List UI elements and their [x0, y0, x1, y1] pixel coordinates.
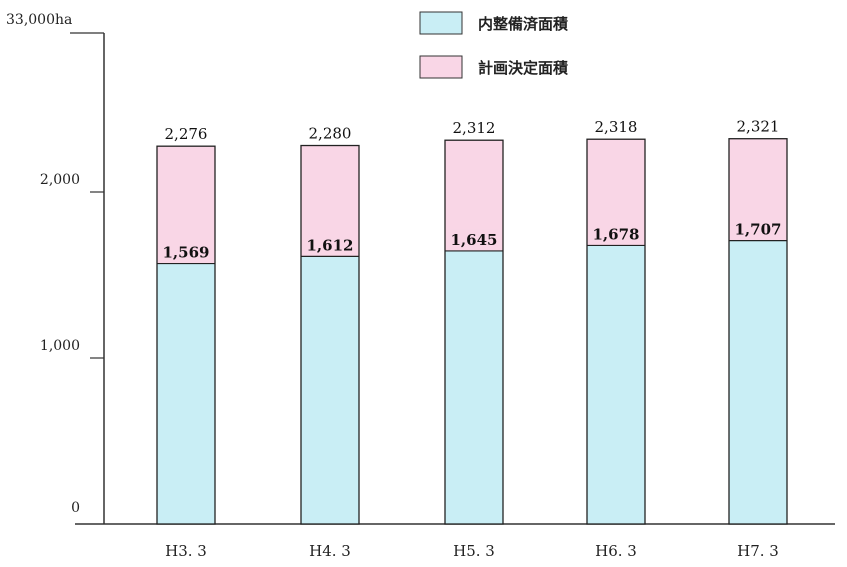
bar-inner-label: 1,707 [735, 221, 782, 239]
legend-label-planned: 計画決定面積 [478, 59, 569, 77]
inner-label-box [734, 219, 782, 240]
legend-swatch-planned [419, 55, 463, 79]
x-category-label: H3. 3 [165, 542, 207, 560]
bar-outline [300, 144, 360, 525]
bar-total-label: 2,312 [453, 119, 496, 137]
x-category-label: H7. 3 [737, 542, 779, 560]
bar-total-label: 2,321 [737, 118, 780, 136]
bar-segment-completed [445, 250, 503, 524]
y-tick-label: 0 [71, 500, 80, 516]
bar-inner-label: 1,612 [307, 236, 354, 254]
y-ticks: 0 1,000 2,000 [40, 172, 104, 516]
x-category-label: H6. 3 [595, 542, 637, 560]
bar-inner-label: 1,569 [163, 244, 210, 262]
bar-outline [586, 138, 646, 525]
bar-total-label: 2,276 [165, 125, 208, 143]
bar-segment-completed [157, 263, 215, 524]
y-tick-label: 1,000 [40, 338, 80, 354]
bar-segment-completed [729, 240, 787, 524]
legend-swatch-completed [419, 11, 463, 35]
legend-label-completed: 内整備済面積 [478, 15, 569, 33]
y-axis-top-label: 33,000ha [6, 12, 72, 28]
bar-outline [444, 139, 504, 525]
bar-total-label: 2,280 [309, 125, 352, 143]
bar-total-label: 2,318 [595, 118, 638, 136]
bar-outline [156, 145, 216, 525]
bar-segment-completed [587, 245, 645, 524]
inner-label-box [162, 242, 210, 263]
bar-outline [728, 138, 788, 525]
bars: 2,276 1,569 H3. 3 2,280 1,612 H4. 3 2,312 1,645… [156, 118, 788, 560]
inner-label-box [592, 224, 640, 245]
y-tick-label: 2,000 [40, 172, 80, 188]
bar-inner-label: 1,645 [451, 231, 498, 249]
bar-inner-label: 1,678 [593, 225, 640, 243]
bar-segment-completed [301, 256, 359, 524]
inner-label-box [450, 229, 498, 250]
x-category-label: H5. 3 [453, 542, 495, 560]
legend: 内整備済面積 計画決定面積 [419, 11, 569, 79]
inner-label-box [306, 235, 354, 256]
x-category-label: H4. 3 [309, 542, 351, 560]
